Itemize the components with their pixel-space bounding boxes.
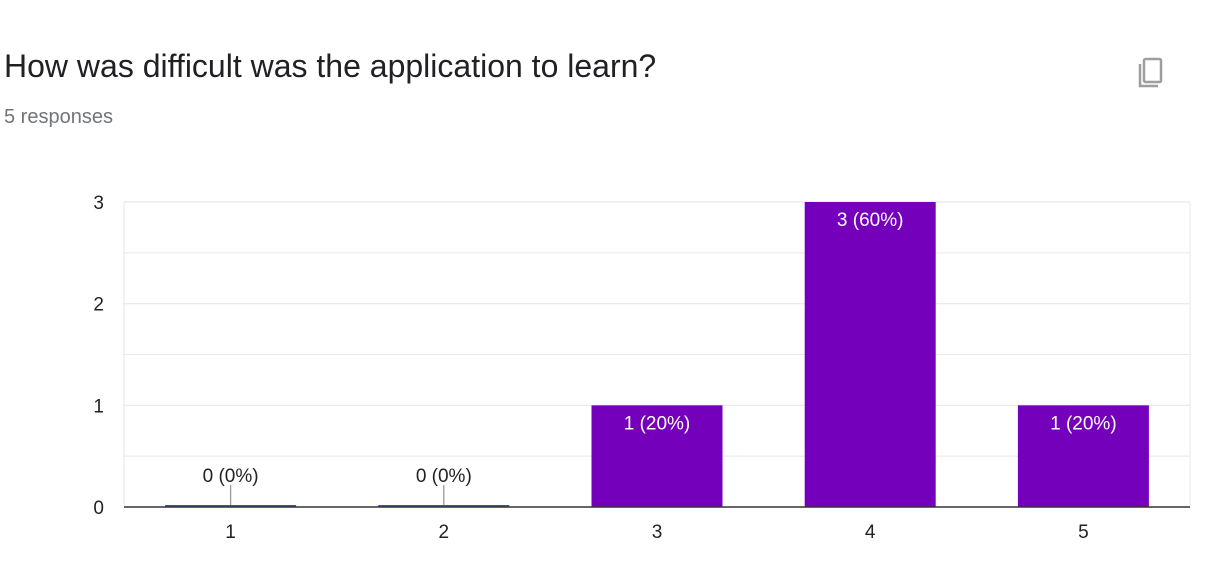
y-tick-label: 2: [93, 295, 104, 316]
question-title: How was difficult was the application to…: [4, 48, 657, 84]
response-count: 5 responses: [4, 106, 113, 128]
bar: [165, 505, 297, 507]
bar: [591, 405, 723, 507]
copy-chart-button[interactable]: [1128, 52, 1168, 92]
x-tick-label: 5: [1078, 522, 1089, 543]
copy-icon: [1138, 57, 1163, 88]
bar: [378, 505, 510, 507]
x-tick-label: 3: [652, 522, 663, 543]
x-tick-label: 1: [225, 522, 236, 543]
y-tick-label: 1: [93, 396, 104, 417]
y-tick-label: 0: [93, 498, 104, 519]
bar-data-label: 1 (20%): [1050, 413, 1117, 434]
bar-data-label: 0 (0%): [203, 466, 259, 487]
bar-data-label: 3 (60%): [837, 210, 904, 231]
x-tick-label: 2: [439, 522, 450, 543]
bar-data-label: 0 (0%): [416, 466, 472, 487]
x-tick-label: 4: [865, 522, 876, 543]
bar: [804, 202, 936, 507]
y-tick-label: 3: [93, 193, 104, 214]
bar: [1017, 405, 1149, 507]
bar-data-label: 1 (20%): [624, 413, 691, 434]
